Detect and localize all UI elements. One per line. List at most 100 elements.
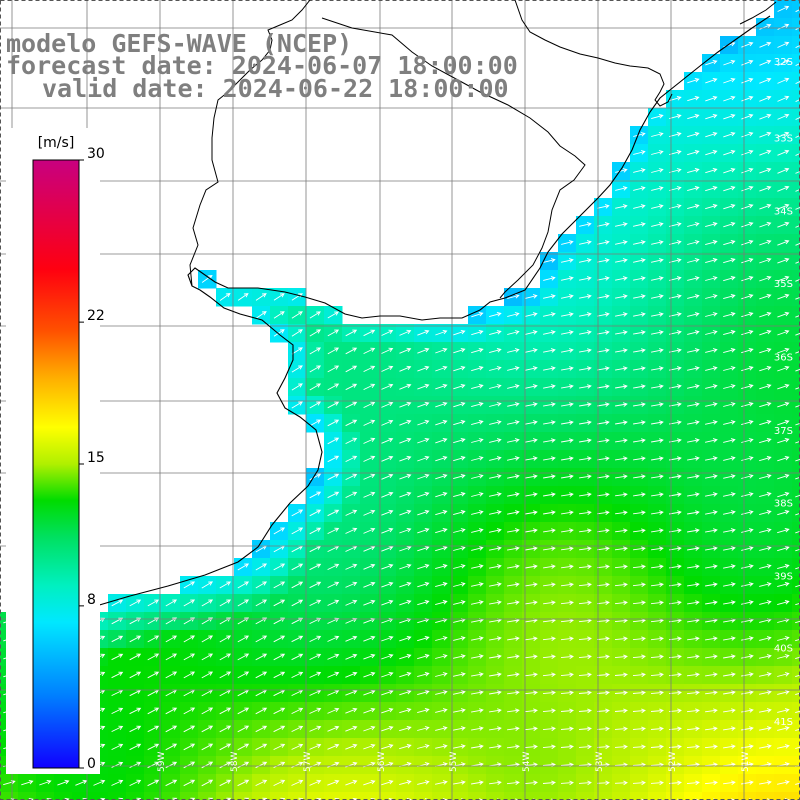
wind-arrow bbox=[741, 293, 754, 300]
wind-arrow bbox=[759, 347, 772, 354]
wind-arrow bbox=[111, 671, 124, 679]
wind-arrow bbox=[183, 743, 196, 751]
wind-arrow bbox=[543, 474, 556, 479]
wind-arrow bbox=[741, 41, 754, 48]
wind-arrow bbox=[219, 292, 231, 301]
wind-arrow bbox=[705, 420, 718, 425]
wind-arrow bbox=[795, 116, 800, 120]
wind-arrow bbox=[255, 761, 268, 769]
wind-arrow bbox=[705, 384, 718, 389]
wind-arrow bbox=[578, 564, 592, 569]
wind-arrow bbox=[489, 690, 502, 695]
wind-arrow bbox=[507, 564, 520, 569]
wind-arrow bbox=[309, 365, 322, 373]
wind-arrow bbox=[201, 599, 214, 607]
wind-arrow bbox=[453, 726, 466, 731]
wind-arrow bbox=[309, 401, 322, 409]
wind-arrow bbox=[651, 168, 664, 173]
wind-arrow bbox=[795, 422, 800, 426]
wind-arrow bbox=[651, 456, 664, 461]
wind-arrow bbox=[453, 690, 466, 695]
wind-arrow bbox=[615, 492, 628, 497]
wind-arrow bbox=[741, 456, 754, 461]
wind-arrow bbox=[795, 692, 800, 696]
wind-arrow bbox=[614, 654, 628, 660]
wind-arrow bbox=[741, 510, 754, 515]
wind-arrow bbox=[561, 528, 574, 533]
wind-arrow bbox=[219, 599, 232, 607]
wind-arrow bbox=[723, 113, 736, 120]
wind-arrow bbox=[687, 204, 700, 210]
wind-arrow bbox=[543, 276, 556, 281]
colorbar: [m/s] 0 8 15 22 30 bbox=[6, 128, 105, 774]
wind-cell bbox=[522, 792, 541, 800]
wind-arrow bbox=[579, 510, 592, 515]
wind-arrow bbox=[417, 383, 430, 390]
wind-arrow bbox=[633, 168, 646, 173]
wind-arrow bbox=[147, 743, 160, 751]
wind-arrow bbox=[147, 779, 160, 787]
wind-arrow bbox=[759, 167, 772, 174]
wind-arrow bbox=[309, 311, 321, 319]
wind-arrow bbox=[578, 672, 592, 678]
wind-arrow bbox=[129, 635, 142, 643]
wind-arrow bbox=[579, 240, 592, 245]
wind-arrow bbox=[489, 330, 502, 336]
wind-arrow bbox=[363, 401, 376, 409]
wind-arrow bbox=[723, 564, 736, 569]
wind-arrow bbox=[650, 600, 664, 605]
wind-arrow bbox=[291, 401, 304, 409]
wind-arrow bbox=[561, 348, 574, 353]
wind-arrow bbox=[777, 419, 790, 426]
wind-cell bbox=[378, 792, 397, 800]
wind-arrow bbox=[578, 690, 592, 696]
wind-arrow bbox=[759, 293, 772, 300]
wind-cell bbox=[792, 414, 800, 433]
wind-arrow bbox=[777, 654, 790, 659]
wind-arrow bbox=[723, 149, 736, 156]
wind-arrow bbox=[219, 743, 232, 751]
wind-arrow bbox=[237, 725, 250, 733]
wind-arrow bbox=[723, 59, 736, 66]
colorbar-tick-label: 22 bbox=[87, 308, 105, 324]
wind-arrow bbox=[651, 114, 664, 120]
wind-arrow bbox=[435, 726, 448, 731]
wind-arrow bbox=[795, 278, 800, 282]
wind-cell bbox=[792, 684, 800, 703]
wind-arrow bbox=[633, 276, 646, 281]
wind-arrow bbox=[777, 275, 790, 282]
wind-arrow bbox=[633, 258, 646, 263]
wind-arrow bbox=[569, 798, 573, 800]
wind-arrow bbox=[327, 329, 340, 337]
wind-arrow bbox=[525, 636, 538, 641]
wind-cell bbox=[792, 504, 800, 523]
wind-arrow bbox=[578, 744, 592, 750]
wind-arrow bbox=[596, 672, 610, 678]
wind-arrow bbox=[723, 330, 736, 336]
wind-arrow bbox=[147, 761, 160, 769]
wind-arrow bbox=[507, 384, 520, 389]
wind-arrow bbox=[363, 779, 376, 786]
wind-arrow bbox=[525, 474, 538, 479]
wind-arrow bbox=[435, 455, 448, 462]
wind-arrow bbox=[255, 563, 268, 571]
wind-arrow bbox=[363, 437, 376, 444]
wind-arrow bbox=[399, 653, 412, 660]
wind-arrow bbox=[705, 564, 718, 569]
wind-arrow bbox=[615, 510, 628, 515]
wind-cell bbox=[792, 594, 800, 613]
wind-arrow bbox=[651, 348, 664, 353]
wind-arrow bbox=[651, 546, 664, 551]
wind-arrow bbox=[579, 402, 592, 407]
wind-arrow bbox=[417, 365, 430, 372]
wind-arrow bbox=[453, 582, 466, 587]
wind-arrow bbox=[633, 294, 646, 299]
wind-arrow bbox=[795, 80, 800, 85]
wind-cell bbox=[792, 792, 800, 800]
wind-arrow bbox=[596, 708, 610, 714]
wind-arrow bbox=[723, 528, 736, 533]
wind-arrow bbox=[255, 707, 268, 715]
wind-arrow bbox=[777, 473, 790, 480]
wind-arrow bbox=[795, 206, 800, 210]
wind-arrow bbox=[345, 347, 358, 355]
